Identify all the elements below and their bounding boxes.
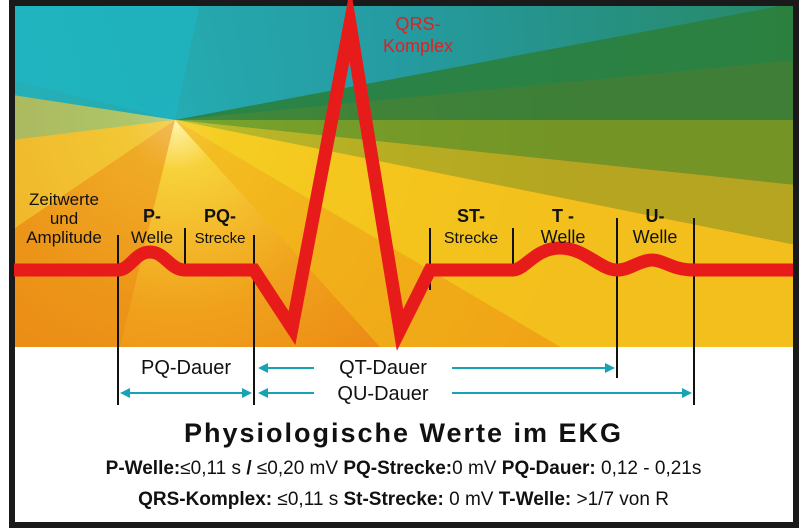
info-title: Physiologische Werte im EKG bbox=[183, 418, 624, 448]
info-box bbox=[12, 347, 796, 525]
zeitwerte-label-1: Zeitwerte bbox=[29, 190, 99, 209]
qrs-value: ≤0,11 s bbox=[277, 489, 339, 510]
t-welle-label-2: Welle bbox=[541, 227, 586, 247]
t-welle-key: T-Welle: bbox=[498, 489, 572, 510]
st-key: St-Strecke: bbox=[343, 489, 444, 510]
p-welle-label-1: P- bbox=[143, 206, 161, 226]
qu-dauer-label: QU-Dauer bbox=[337, 383, 428, 405]
p-welle-amplitude: ≤0,20 mV bbox=[256, 458, 339, 479]
qrs-label-1: QRS- bbox=[396, 14, 441, 34]
pq-dauer-key: PQ-Dauer: bbox=[501, 458, 596, 479]
pq-strecke-label-1: PQ- bbox=[204, 206, 236, 226]
t-welle-value: >1/7 von R bbox=[576, 489, 669, 510]
slash: / bbox=[246, 458, 252, 479]
info-line-2: QRS-Komplex: ≤0,11 s St-Strecke: 0 mV T-… bbox=[0, 489, 807, 511]
pq-strecke-value: 0 mV bbox=[452, 458, 497, 479]
qrs-key: QRS-Komplex: bbox=[138, 489, 273, 510]
zeitwerte-label-2: und bbox=[50, 209, 78, 228]
p-welle-duration: ≤0,11 s bbox=[180, 458, 242, 479]
ecg-trace bbox=[14, 0, 793, 351]
frame-border bbox=[9, 0, 799, 528]
u-welle-label-1: U- bbox=[646, 206, 665, 226]
qrs-label-2: Komplex bbox=[383, 36, 453, 56]
pq-dauer-value: 0,12 - 0,21s bbox=[601, 458, 702, 479]
p-welle-label-2: Welle bbox=[131, 228, 173, 247]
pq-dauer-label: PQ-Dauer bbox=[141, 357, 231, 379]
st-strecke-label-1: ST- bbox=[457, 206, 485, 226]
st-value: 0 mV bbox=[449, 489, 494, 510]
qt-dauer-label: QT-Dauer bbox=[339, 357, 427, 379]
t-welle-label-1: T - bbox=[552, 206, 574, 226]
zeitwerte-label-3: Amplitude bbox=[26, 228, 102, 247]
p-welle-key: P-Welle: bbox=[105, 458, 181, 479]
pq-strecke-key: PQ-Strecke: bbox=[343, 458, 453, 479]
u-welle-label-2: Welle bbox=[633, 227, 678, 247]
st-strecke-label-2: Strecke bbox=[444, 230, 498, 247]
interval-arrows bbox=[120, 363, 692, 398]
pq-strecke-label-2: Strecke bbox=[195, 230, 246, 247]
info-line-1: P-Welle:≤0,11 s / ≤0,20 mV PQ-Strecke:0 … bbox=[0, 458, 807, 480]
